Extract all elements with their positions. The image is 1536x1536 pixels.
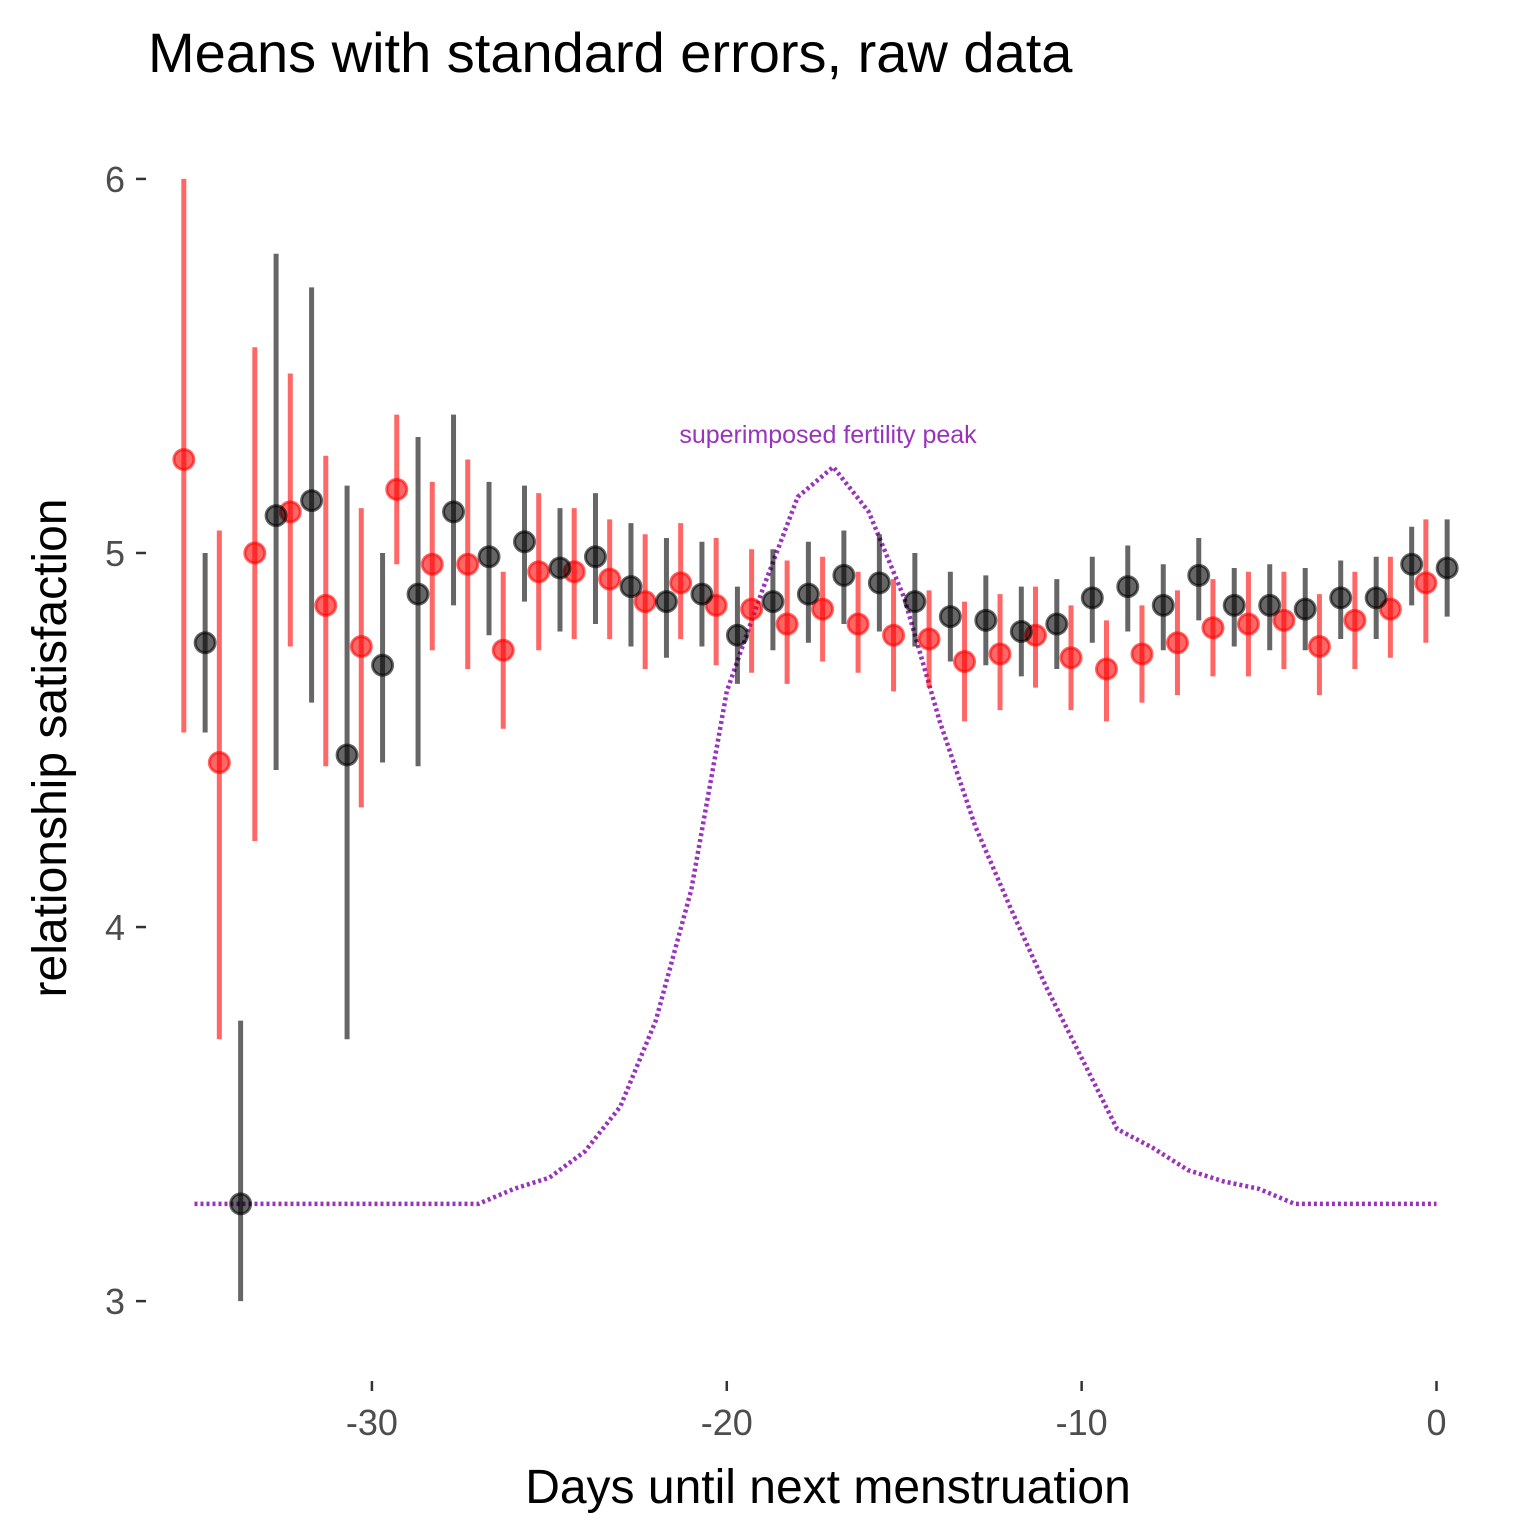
data-point bbox=[527, 560, 551, 584]
data-point bbox=[761, 590, 785, 614]
data-point bbox=[974, 608, 998, 632]
data-point bbox=[846, 612, 870, 636]
x-tick-label: -10 bbox=[1056, 1402, 1108, 1443]
x-tick-label: -30 bbox=[346, 1402, 398, 1443]
y-tick-label: 6 bbox=[105, 159, 125, 200]
data-point bbox=[1329, 586, 1353, 610]
data-point bbox=[1400, 552, 1424, 576]
data-point bbox=[300, 489, 324, 513]
data-point bbox=[583, 545, 607, 569]
x-axis: -30 -20 -10 0 bbox=[346, 1381, 1447, 1443]
data-point bbox=[619, 575, 643, 599]
series-group-0 bbox=[172, 178, 1438, 1040]
y-axis: 3 4 5 6 bbox=[105, 159, 146, 1322]
data-point bbox=[1130, 642, 1154, 666]
data-point bbox=[1307, 635, 1331, 659]
data-point bbox=[953, 649, 977, 673]
data-point bbox=[243, 541, 267, 565]
fertility-curve-line bbox=[194, 463, 1437, 1207]
series-layer bbox=[172, 178, 1459, 1302]
chart-title: Means with standard errors, raw data bbox=[148, 21, 1073, 84]
data-point bbox=[1414, 571, 1438, 595]
data-point bbox=[456, 552, 480, 576]
data-point bbox=[811, 597, 835, 621]
data-point bbox=[349, 635, 373, 659]
data-point bbox=[867, 571, 891, 595]
data-point bbox=[229, 1192, 253, 1216]
data-point bbox=[690, 582, 714, 606]
data-point bbox=[832, 563, 856, 587]
data-point bbox=[598, 567, 622, 591]
data-point bbox=[1258, 593, 1282, 617]
data-point bbox=[513, 530, 537, 554]
data-point bbox=[882, 623, 906, 647]
data-point bbox=[1364, 586, 1388, 610]
data-point bbox=[1165, 631, 1189, 655]
data-point bbox=[385, 477, 409, 501]
data-point bbox=[1151, 593, 1175, 617]
series-group-1 bbox=[193, 253, 1459, 1302]
data-point bbox=[1009, 620, 1033, 644]
x-axis-title: Days until next menstruation bbox=[525, 1461, 1131, 1514]
data-point bbox=[1201, 616, 1225, 640]
fertility-peak-annotation: superimposed fertility peak bbox=[679, 421, 977, 449]
data-point bbox=[1094, 657, 1118, 681]
data-point bbox=[1293, 597, 1317, 621]
data-point bbox=[335, 743, 359, 767]
y-tick-label: 4 bbox=[105, 907, 125, 948]
data-point bbox=[1435, 556, 1459, 580]
data-point bbox=[264, 504, 288, 528]
data-point bbox=[917, 627, 941, 651]
data-point bbox=[1045, 612, 1069, 636]
x-tick-label: -20 bbox=[701, 1402, 753, 1443]
data-point bbox=[371, 653, 395, 677]
data-point bbox=[654, 590, 678, 614]
data-point bbox=[1080, 586, 1104, 610]
data-point bbox=[740, 597, 764, 621]
data-point bbox=[1187, 563, 1211, 587]
fertility-curve-layer bbox=[194, 463, 1437, 1207]
data-point bbox=[775, 612, 799, 636]
data-point bbox=[903, 590, 927, 614]
data-point bbox=[193, 631, 217, 655]
data-point bbox=[1236, 612, 1260, 636]
y-tick-label: 3 bbox=[105, 1281, 125, 1322]
data-point bbox=[548, 556, 572, 580]
data-point bbox=[938, 605, 962, 629]
data-point bbox=[172, 447, 196, 471]
data-point bbox=[207, 750, 231, 774]
y-tick-label: 5 bbox=[105, 533, 125, 574]
data-point bbox=[1343, 608, 1367, 632]
data-point bbox=[796, 582, 820, 606]
data-point bbox=[314, 593, 338, 617]
y-axis-title: relationship satisfaction bbox=[24, 499, 77, 998]
data-point bbox=[1116, 575, 1140, 599]
data-point bbox=[1272, 608, 1296, 632]
data-point bbox=[1059, 646, 1083, 670]
data-point bbox=[420, 552, 444, 576]
data-point bbox=[1222, 593, 1246, 617]
data-point bbox=[725, 623, 749, 647]
data-point bbox=[477, 545, 501, 569]
data-point bbox=[442, 500, 466, 524]
data-point bbox=[988, 642, 1012, 666]
data-point bbox=[491, 638, 515, 662]
x-tick-label: 0 bbox=[1426, 1402, 1446, 1443]
data-point bbox=[406, 582, 430, 606]
data-point bbox=[669, 571, 693, 595]
